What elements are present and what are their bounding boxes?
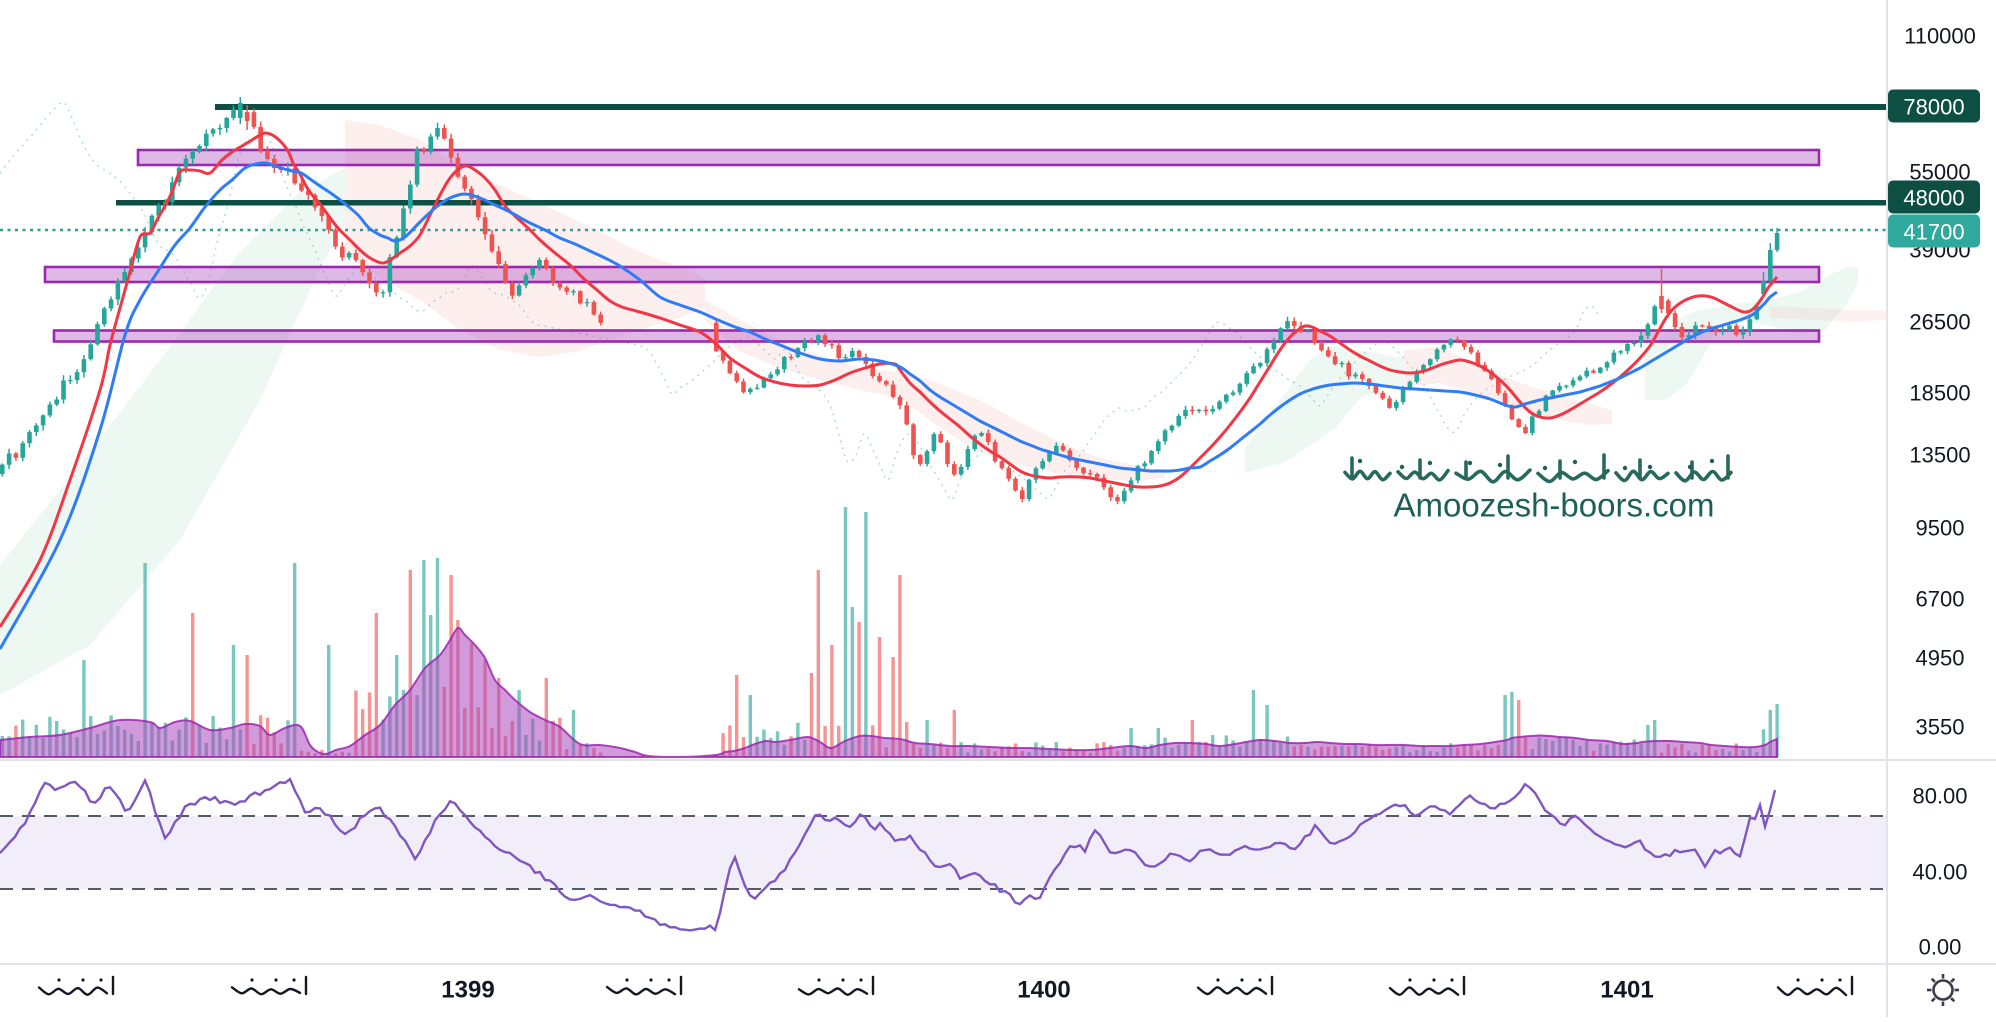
svg-text:80.00: 80.00 <box>1912 784 1967 809</box>
svg-text:0.00: 0.00 <box>1919 935 1962 960</box>
svg-text:48000: 48000 <box>1903 186 1964 211</box>
svg-text:1401: 1401 <box>1600 977 1653 1004</box>
svg-text:41700: 41700 <box>1903 220 1964 245</box>
svg-text:1399: 1399 <box>441 977 494 1004</box>
svg-text:55000: 55000 <box>1909 160 1970 185</box>
svg-text:1400: 1400 <box>1017 977 1070 1004</box>
svg-text:13500: 13500 <box>1909 443 1970 468</box>
svg-text:18500: 18500 <box>1909 381 1970 406</box>
svg-text:78000: 78000 <box>1903 95 1964 120</box>
svg-text:Amoozesh-boors.com: Amoozesh-boors.com <box>1394 487 1715 524</box>
svg-text:40.00: 40.00 <box>1912 860 1967 885</box>
svg-text:110000: 110000 <box>1904 24 1976 49</box>
svg-text:3550: 3550 <box>1916 715 1965 740</box>
svg-text:26500: 26500 <box>1909 310 1970 335</box>
svg-text:6700: 6700 <box>1916 587 1965 612</box>
svg-text:4950: 4950 <box>1916 646 1965 671</box>
svg-text:9500: 9500 <box>1916 516 1965 541</box>
